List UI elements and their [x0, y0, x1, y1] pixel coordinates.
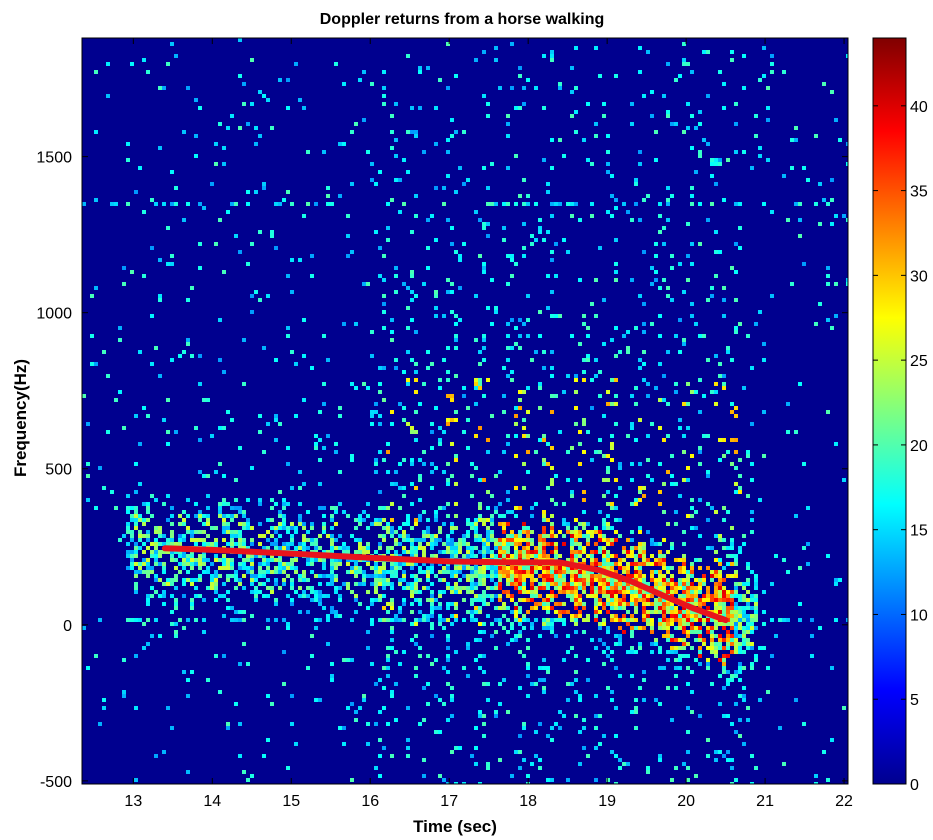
- colorbar-tick-label: 30: [910, 268, 928, 285]
- x-tick-label: 14: [203, 793, 221, 810]
- spectrogram-pixels: [82, 38, 848, 784]
- plot-frame: [81, 37, 849, 785]
- chart-title: Doppler returns from a horse walking: [320, 11, 605, 28]
- y-tick-label: 1000: [36, 306, 72, 323]
- x-tick-label: 13: [124, 793, 142, 810]
- x-tick-label: 16: [361, 793, 379, 810]
- y-tick-label: -500: [40, 774, 72, 791]
- y-axis: -500 0 500 1000 1500: [36, 150, 848, 791]
- colorbar-tick-label: 20: [910, 438, 928, 455]
- x-tick-label: 20: [677, 793, 695, 810]
- colorbar: [872, 37, 907, 785]
- x-tick-label: 17: [440, 793, 458, 810]
- colorbar-tick-label: 10: [910, 607, 928, 624]
- x-axis: 13 14 15 16 17 18 19 20 21 22: [124, 38, 853, 810]
- colorbar-tick-label: 0: [910, 777, 919, 794]
- x-tick-label: 21: [756, 793, 774, 810]
- colorbar-ticks: 0 5 10 15 20 25 30 35 40: [873, 99, 928, 794]
- x-tick-label: 18: [519, 793, 537, 810]
- x-tick-label: 15: [282, 793, 300, 810]
- overlay-curve: [161, 545, 729, 624]
- x-tick-label: 19: [598, 793, 616, 810]
- colorbar-tick-label: 15: [910, 523, 928, 540]
- x-axis-label: Time (sec): [413, 817, 497, 836]
- y-axis-label: Frequency(Hz): [11, 359, 30, 477]
- colorbar-tick-label: 40: [910, 99, 928, 116]
- y-tick-label: 0: [63, 618, 72, 635]
- colorbar-tick-label: 5: [910, 692, 919, 709]
- y-tick-label: 1500: [36, 150, 72, 167]
- y-tick-label: 500: [45, 462, 72, 479]
- x-tick-label: 22: [835, 793, 853, 810]
- colorbar-tick-label: 35: [910, 184, 928, 201]
- colorbar-tick-label: 25: [910, 353, 928, 370]
